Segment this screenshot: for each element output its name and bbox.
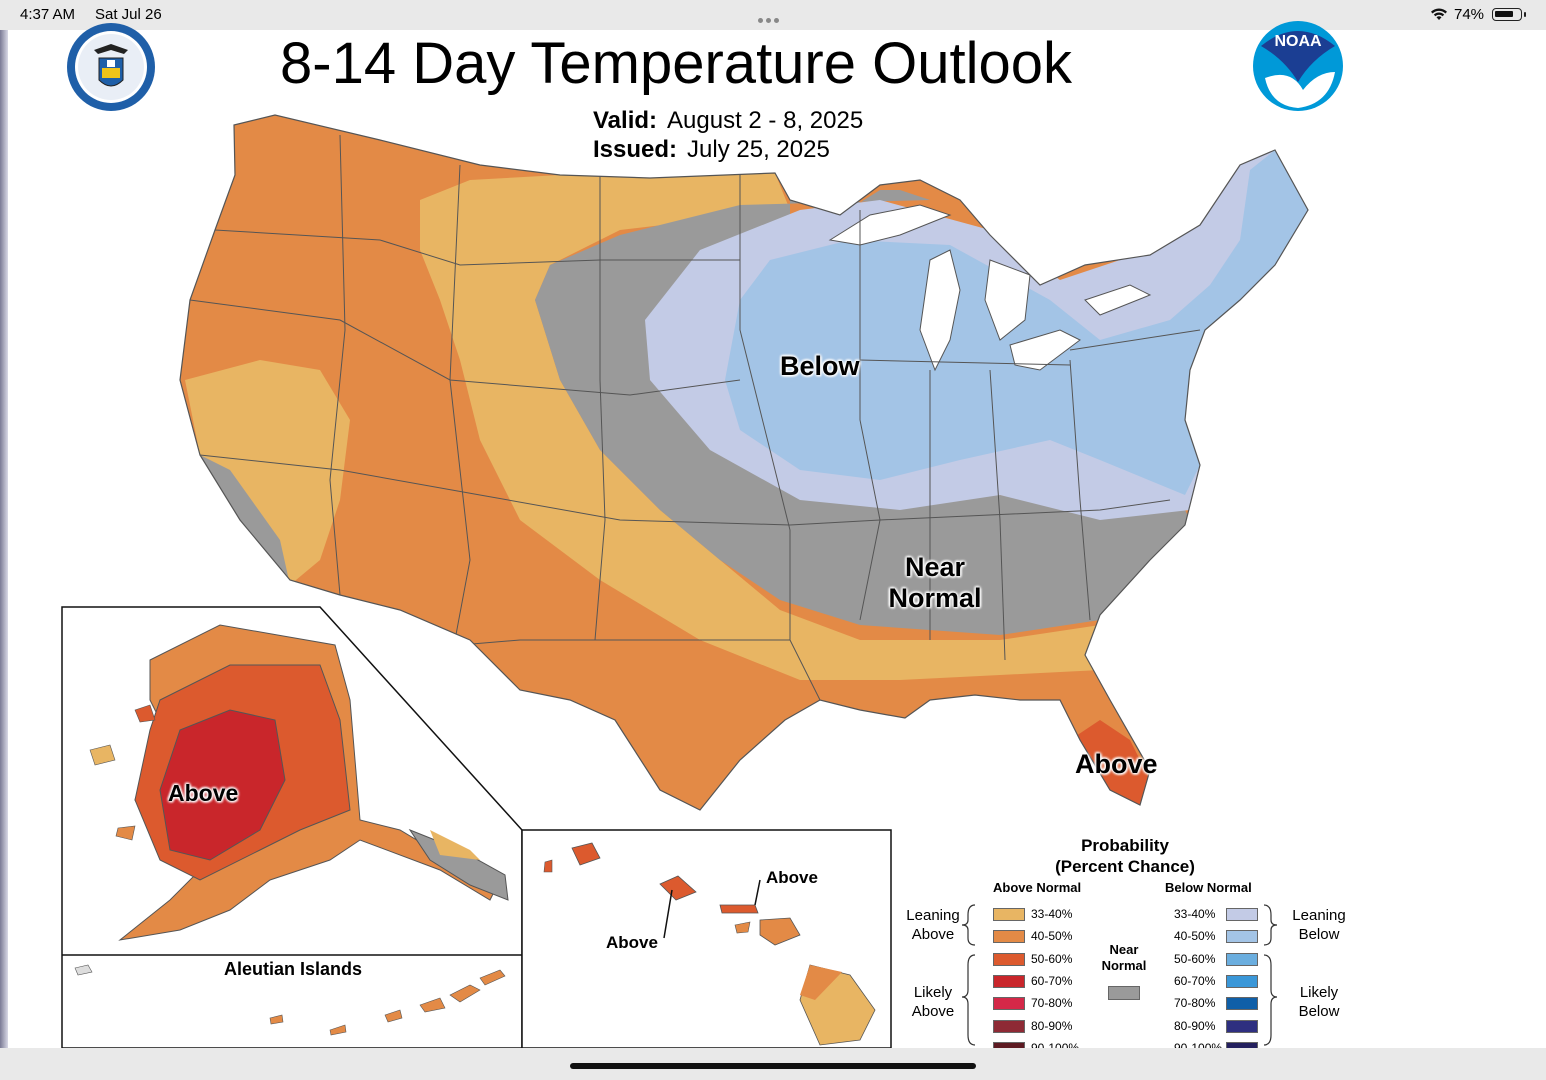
legend-range: 70-80% bbox=[1031, 996, 1073, 1011]
legend-title: Probability (Percent Chance) bbox=[1055, 836, 1195, 876]
legend-swatch bbox=[1226, 930, 1258, 944]
legend-swatch bbox=[993, 974, 1025, 988]
legend-near-normal: Near Normal bbox=[1101, 942, 1147, 973]
multitasking-dots-icon[interactable] bbox=[758, 10, 788, 23]
wifi-icon bbox=[1431, 8, 1447, 20]
legend-below-header: Below Normal bbox=[1165, 880, 1252, 895]
legend-range: 33-40% bbox=[1031, 907, 1073, 921]
legend-likely-above: Likely Above bbox=[911, 984, 955, 1020]
legend-swatch bbox=[1226, 952, 1258, 966]
status-bar: 4:37 AM Sat Jul 26 74% bbox=[0, 0, 1546, 30]
legend-range: 80-90% bbox=[1174, 1018, 1216, 1033]
legend-swatch bbox=[993, 1019, 1025, 1033]
sidebar-edge bbox=[0, 30, 8, 1048]
legend-swatch bbox=[1226, 997, 1258, 1011]
battery-icon bbox=[1492, 8, 1522, 21]
legend-range: 50-60% bbox=[1174, 951, 1216, 966]
legend-swatch bbox=[1226, 908, 1258, 921]
legend-above-header: Above Normal bbox=[993, 880, 1082, 895]
legend-range: 50-60% bbox=[1031, 951, 1073, 966]
svg-text:NOAA: NOAA bbox=[1274, 33, 1322, 50]
valid-dates: Valid: August 2 - 8, 2025 bbox=[593, 107, 864, 134]
above-hawaii-label: Above bbox=[766, 868, 818, 887]
legend-leaning-above: Leaning Above bbox=[906, 907, 960, 943]
above-florida-label: Above bbox=[1075, 749, 1158, 779]
home-indicator[interactable] bbox=[570, 1063, 976, 1069]
issued-date: Issued: July 25, 2025 bbox=[593, 136, 830, 163]
status-date: Sat Jul 26 bbox=[95, 6, 162, 23]
status-time: 4:37 AM bbox=[20, 6, 76, 23]
legend-near-swatch bbox=[1108, 986, 1140, 1000]
page-title: 8-14 Day Temperature Outlook bbox=[280, 31, 1073, 96]
legend-range: 60-70% bbox=[1174, 973, 1216, 988]
below-label: Below bbox=[780, 351, 860, 381]
legend-range: 70-80% bbox=[1174, 996, 1216, 1011]
legend-swatch bbox=[1226, 974, 1258, 988]
legend-swatch bbox=[993, 997, 1025, 1011]
noaa-logo: NOAA bbox=[1253, 21, 1343, 111]
above-alaska-label: Above bbox=[168, 780, 239, 806]
legend-leaning-below: Leaning Below bbox=[1292, 907, 1346, 943]
legend-range: 40-50% bbox=[1031, 929, 1073, 944]
near-normal-label: Near Normal bbox=[888, 552, 982, 613]
legend-likely-below: Likely Below bbox=[1298, 984, 1340, 1020]
legend-range: 40-50% bbox=[1174, 929, 1216, 944]
aleutian-islands-label: Aleutian Islands bbox=[224, 959, 363, 979]
legend-swatch bbox=[993, 930, 1025, 944]
commerce-seal-logo bbox=[67, 23, 155, 111]
battery-percent: 74% bbox=[1454, 6, 1485, 23]
legend-swatch bbox=[1226, 1019, 1258, 1033]
legend-range: 60-70% bbox=[1031, 973, 1073, 988]
above-hawaii-label: Above bbox=[606, 933, 658, 952]
legend-range: 80-90% bbox=[1031, 1018, 1073, 1033]
legend-swatch bbox=[993, 908, 1025, 921]
legend-range: 33-40% bbox=[1174, 907, 1216, 921]
legend-swatch bbox=[993, 952, 1025, 966]
